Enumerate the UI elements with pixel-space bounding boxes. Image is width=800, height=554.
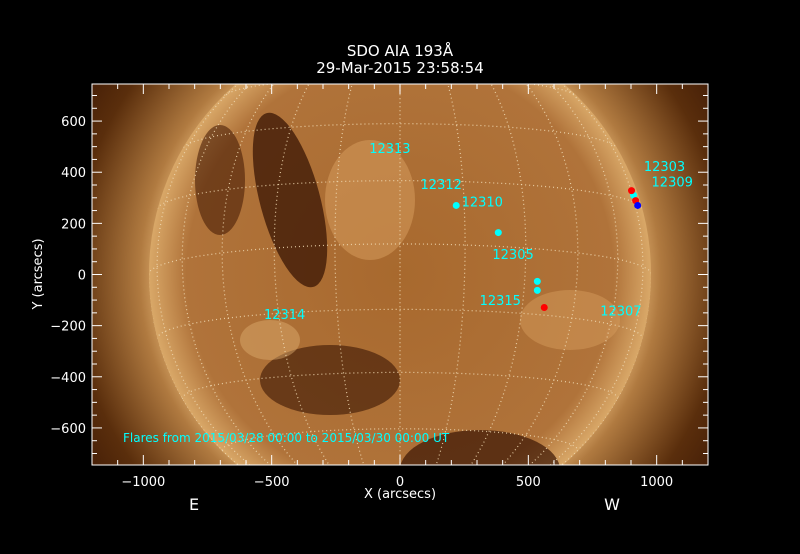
active-region-label: 12307 — [600, 304, 641, 319]
flare-marker — [533, 277, 541, 285]
flare-marker — [452, 201, 460, 209]
y-tick-label: 600 — [61, 115, 86, 130]
grid-line — [156, 179, 644, 209]
y-tick-label: −200 — [50, 320, 86, 335]
grid-line — [335, 507, 465, 515]
active-region-label: 12312 — [421, 178, 462, 193]
y-tick-label: 0 — [78, 269, 86, 284]
grid-line — [182, 123, 618, 148]
y-tick-label: −400 — [50, 371, 86, 386]
y-tick-label: 400 — [61, 166, 86, 181]
east-label: E — [189, 495, 199, 514]
grid-line — [156, 308, 644, 340]
west-label: W — [604, 495, 620, 514]
y-tick-label: −600 — [50, 422, 86, 437]
flare-marker — [628, 187, 636, 195]
flare-marker — [494, 229, 502, 237]
flare-time-range-annotation: Flares from 2015/03/28 00:00 to 2015/03/… — [123, 431, 450, 445]
active-region-label: 12315 — [480, 294, 521, 309]
chart-subtitle: 29-Mar-2015 23:58:54 — [316, 59, 484, 77]
x-tick-label: 0 — [396, 475, 404, 490]
x-tick-label: 500 — [516, 475, 541, 490]
flare-marker — [634, 201, 642, 209]
active-region-label: 12313 — [369, 142, 410, 157]
x-tick-label: −1000 — [121, 475, 165, 490]
y-tick-label: 200 — [61, 217, 86, 232]
x-tick-label: −500 — [254, 475, 290, 490]
flare-marker — [540, 303, 548, 311]
active-region-label: 12305 — [492, 248, 533, 263]
active-region-label: 12303 — [644, 160, 685, 175]
coronal-holes — [195, 112, 620, 465]
grid-line — [344, 26, 457, 30]
chart-title: SDO AIA 193Å — [347, 41, 454, 60]
x-axis-label: X (arcsecs) — [364, 487, 436, 502]
x-tick-label: 1000 — [640, 475, 673, 490]
y-axis-label: Y (arcsecs) — [31, 238, 46, 310]
active-region-label: 12310 — [462, 196, 503, 211]
active-region-label: 12309 — [652, 175, 693, 190]
heliographic-grid — [149, 26, 651, 515]
grid-line — [221, 84, 401, 465]
flare-marker — [533, 286, 541, 294]
active-region-label: 12314 — [264, 308, 305, 323]
grid-line — [399, 84, 579, 465]
